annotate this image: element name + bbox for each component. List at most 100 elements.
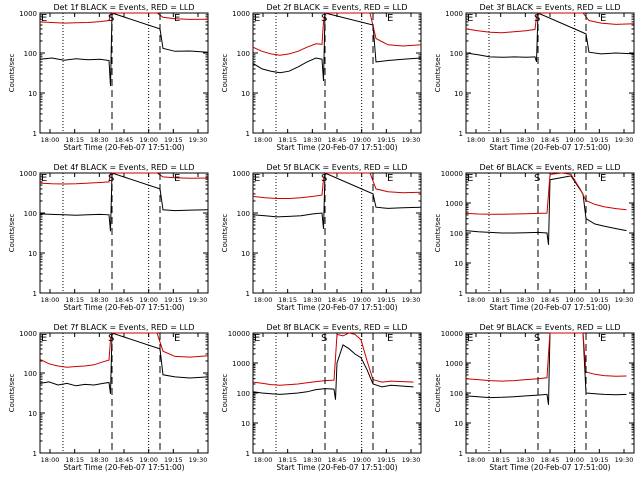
plot-frame [39, 12, 209, 134]
x-axis-label: Start Time (20-Feb-07 17:51:00) [63, 463, 184, 472]
marker-e-label: E [467, 173, 473, 184]
panel-title: Det 4f BLACK = Events, RED = LLD [53, 163, 194, 172]
panel-title: Det 6f BLACK = Events, RED = LLD [479, 163, 620, 172]
marker-e-label: E [600, 173, 606, 184]
y-tick-label: 1 [33, 130, 37, 138]
x-tick-label: 19:15 [590, 136, 609, 144]
panel-9: Det 9f BLACK = Events, RED = LLD 1 10 100 10… [434, 323, 635, 472]
marker-e-label: E [174, 333, 180, 344]
x-tick-label: 18:00 [41, 136, 60, 144]
y-tick-label: 1 [459, 450, 463, 458]
x-tick-label: 18:30 [303, 456, 322, 464]
panel-8: Det 8f BLACK = Events, RED = LLD 1 10 100 10… [221, 323, 422, 472]
x-tick-label: 18:15 [278, 456, 297, 464]
x-tick-label: 18:15 [65, 296, 84, 304]
x-tick-label: 18:00 [41, 296, 60, 304]
y-tick-label: 100 [450, 50, 463, 58]
y-tick-label: 1000 [445, 10, 463, 18]
y-tick-label: 100 [24, 50, 37, 58]
marker-s-label: S [321, 173, 327, 184]
y-tick-label: 10 [28, 410, 37, 418]
panel-2: Det 2f BLACK = Events, RED = LLD 1 10 100 10… [221, 3, 422, 152]
x-axis-label: Start Time (20-Feb-07 17:51:00) [489, 143, 610, 152]
y-tick-label: 1000 [19, 10, 37, 18]
x-tick-label: 18:45 [541, 456, 560, 464]
series-events [39, 12, 209, 87]
x-tick-label: 18:00 [467, 456, 486, 464]
marker-e-label: E [387, 13, 393, 24]
x-tick-label: 18:15 [491, 456, 510, 464]
x-tick-label: 19:15 [590, 456, 609, 464]
panel-title: Det 1f BLACK = Events, RED = LLD [53, 3, 194, 12]
x-tick-label: 19:30 [402, 456, 421, 464]
y-tick-label: 10 [454, 260, 463, 268]
y-tick-label: 100 [24, 210, 37, 218]
marker-e-label: E [174, 13, 180, 24]
x-tick-label: 18:00 [254, 296, 273, 304]
x-tick-label: 18:00 [467, 136, 486, 144]
x-tick-label: 18:15 [278, 136, 297, 144]
y-axis-label: Counts/sec [8, 54, 16, 93]
plot-frame [252, 12, 422, 134]
x-tick-label: 18:00 [254, 456, 273, 464]
x-tick-label: 18:30 [303, 136, 322, 144]
y-tick-label: 1000 [19, 330, 37, 338]
x-tick-label: 19:00 [352, 296, 371, 304]
x-tick-label: 18:30 [90, 456, 109, 464]
panel-title: Det 3f BLACK = Events, RED = LLD [479, 3, 620, 12]
x-tick-label: 19:30 [402, 296, 421, 304]
y-tick-label: 10000 [228, 330, 250, 338]
y-axis-label: Counts/sec [221, 374, 229, 413]
x-tick-label: 18:45 [541, 296, 560, 304]
y-axis-label: Counts/sec [8, 374, 16, 413]
x-axis-label: Start Time (20-Feb-07 17:51:00) [63, 303, 184, 312]
marker-e-label: E [254, 333, 260, 344]
series-events [252, 344, 414, 400]
marker-s-label: S [108, 173, 114, 184]
series-lld [252, 332, 414, 386]
y-tick-label: 1000 [445, 360, 463, 368]
marker-e-label: E [41, 13, 47, 24]
panel-3: Det 3f BLACK = Events, RED = LLD 1 10 100 10… [434, 3, 635, 152]
marker-s-label: S [534, 333, 540, 344]
plot-frame [39, 332, 209, 454]
panel-7: Det 7f BLACK = Events, RED = LLD 1 10 100 10… [8, 323, 209, 472]
marker-s-label: S [108, 13, 114, 24]
marker-e-label: E [467, 13, 473, 24]
y-tick-label: 100 [237, 390, 250, 398]
y-tick-label: 1 [33, 450, 37, 458]
series-lld [39, 172, 209, 185]
panel-title: Det 9f BLACK = Events, RED = LLD [479, 323, 620, 332]
marker-e-label: E [387, 173, 393, 184]
series-lld [252, 12, 422, 56]
y-axis-label: Counts/sec [434, 54, 442, 93]
y-tick-label: 100 [237, 50, 250, 58]
series-events [39, 332, 209, 394]
plot-frame [39, 172, 209, 294]
x-tick-label: 18:00 [467, 296, 486, 304]
x-tick-label: 18:45 [328, 296, 347, 304]
y-tick-label: 10 [241, 90, 250, 98]
marker-e-label: E [387, 333, 393, 344]
panel-1: Det 1f BLACK = Events, RED = LLD 1 10 100 10… [8, 3, 209, 152]
marker-s-label: S [321, 13, 327, 24]
x-tick-label: 19:00 [565, 456, 584, 464]
x-tick-label: 19:15 [377, 456, 396, 464]
series-lld [39, 332, 209, 368]
marker-e-label: E [41, 333, 47, 344]
marker-e-label: E [467, 333, 473, 344]
y-axis-label: Counts/sec [221, 214, 229, 253]
y-tick-label: 10 [241, 420, 250, 428]
x-axis-label: Start Time (20-Feb-07 17:51:00) [276, 143, 397, 152]
y-tick-label: 1 [246, 290, 250, 298]
marker-e-label: E [600, 333, 606, 344]
marker-e-label: E [41, 173, 47, 184]
y-tick-label: 1 [246, 450, 250, 458]
x-tick-label: 18:30 [516, 296, 535, 304]
y-tick-label: 1000 [232, 170, 250, 178]
x-tick-label: 18:45 [115, 456, 134, 464]
x-tick-label: 19:00 [139, 136, 158, 144]
marker-e-label: E [254, 173, 260, 184]
series-lld [465, 332, 627, 382]
